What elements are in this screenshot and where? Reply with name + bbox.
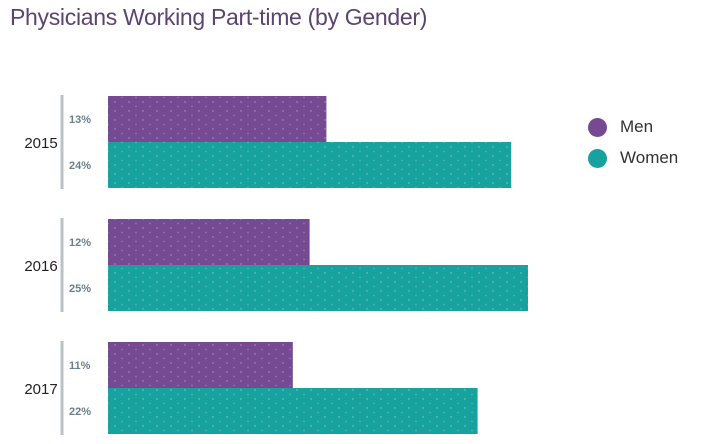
- bar-texture-men-2015: [108, 96, 327, 142]
- value-label-men-2015: 13%: [69, 114, 91, 126]
- bar-texture-women-2016: [108, 265, 528, 311]
- value-label-men-2016: 12%: [69, 237, 91, 249]
- value-label-women-2017: 22%: [69, 406, 91, 418]
- value-label-women-2015: 24%: [69, 160, 91, 172]
- category-label-2017: 2017: [24, 381, 57, 398]
- legend: Men Women: [588, 116, 678, 178]
- legend-label-women: Women: [620, 148, 679, 167]
- legend-swatch-men: [588, 117, 607, 137]
- legend-item-men: Men: [588, 116, 678, 138]
- legend-swatch-women: [588, 148, 607, 168]
- legend-label-men: Men: [620, 117, 654, 136]
- bar-texture-women-2017: [108, 388, 478, 434]
- legend-item-women: Women: [588, 147, 678, 169]
- bar-texture-women-2015: [108, 142, 512, 188]
- category-label-2015: 2015: [24, 135, 57, 152]
- chart-title: Physicians Working Part-time (by Gender): [10, 4, 428, 30]
- bars-layer: 2015 13% 24% 2016 12% 25% 2017 11% 22%: [24, 95, 528, 435]
- value-label-men-2017: 11%: [69, 360, 91, 372]
- value-label-women-2016: 25%: [69, 283, 91, 295]
- bar-texture-men-2017: [108, 342, 293, 388]
- category-label-2016: 2016: [24, 258, 57, 275]
- bar-texture-men-2016: [108, 219, 310, 265]
